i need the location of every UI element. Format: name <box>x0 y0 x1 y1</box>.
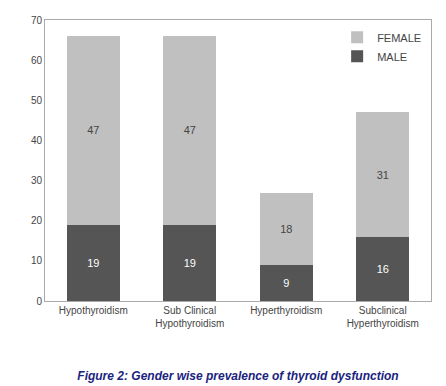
svg-text:50: 50 <box>31 95 43 106</box>
svg-text:10: 10 <box>31 255 43 266</box>
svg-text:9: 9 <box>283 277 289 289</box>
svg-text:40: 40 <box>31 135 43 146</box>
svg-text:Hyperthyroidism: Hyperthyroidism <box>250 305 322 316</box>
svg-text:Sub ClinicalHypothyroidism: Sub ClinicalHypothyroidism <box>155 305 224 329</box>
svg-text:31: 31 <box>377 169 389 181</box>
svg-text:0: 0 <box>36 296 42 307</box>
svg-text:19: 19 <box>87 257 99 269</box>
svg-text:60: 60 <box>31 55 43 66</box>
svg-text:19: 19 <box>184 257 196 269</box>
svg-text:Hypothyroidism: Hypothyroidism <box>59 305 128 316</box>
svg-text:MALE: MALE <box>377 51 407 63</box>
svg-text:70: 70 <box>31 15 43 26</box>
svg-text:SubclinicalHyperthyroidism: SubclinicalHyperthyroidism <box>347 305 419 329</box>
svg-text:16: 16 <box>377 263 389 275</box>
svg-text:18: 18 <box>280 223 292 235</box>
svg-text:FEMALE: FEMALE <box>377 32 421 44</box>
svg-text:20: 20 <box>31 215 43 226</box>
svg-text:Figure 2: Gender wise prevalen: Figure 2: Gender wise prevalence of thyr… <box>77 369 398 383</box>
svg-text:30: 30 <box>31 175 43 186</box>
svg-text:47: 47 <box>87 124 99 136</box>
svg-text:47: 47 <box>184 124 196 136</box>
